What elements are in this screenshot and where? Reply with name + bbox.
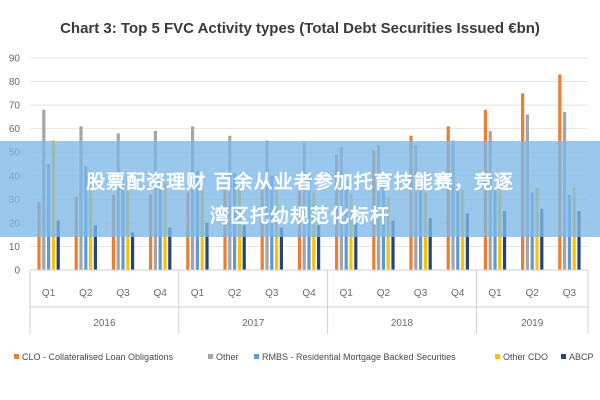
x-tick-label: Q3 — [414, 288, 428, 299]
bar — [205, 222, 209, 270]
bar — [242, 225, 246, 270]
bar — [540, 208, 544, 270]
overlay-line-1: 股票配资理财 百余从业者参加托育技能赛，竞逐 — [86, 171, 514, 193]
y-tick-label: 60 — [9, 124, 21, 135]
bar — [354, 222, 358, 270]
y-tick-label: 90 — [9, 54, 21, 65]
bar — [317, 225, 321, 270]
legend-swatch — [254, 354, 259, 359]
bar — [503, 211, 507, 270]
x-tick-label: Q3 — [265, 288, 279, 299]
legend-swatch — [208, 354, 213, 359]
bar — [391, 220, 395, 270]
legend: CLO - Collateralised Loan Obligations Oth… — [14, 352, 594, 362]
legend-swatch — [495, 354, 500, 359]
legend-label: Other — [216, 352, 239, 362]
bar — [56, 220, 60, 270]
x-tick-label: Q4 — [154, 288, 168, 299]
x-tick-label: Q2 — [526, 288, 540, 299]
year-label: 2018 — [391, 318, 414, 329]
legend-swatch — [14, 354, 19, 359]
bar — [428, 218, 432, 270]
y-tick-label: 70 — [9, 101, 21, 112]
x-tick-label: Q4 — [302, 288, 316, 299]
legend-label: ABCP — [569, 352, 594, 362]
bar — [168, 227, 172, 270]
bar — [577, 211, 581, 270]
legend-label: RMBS - Residential Mortgage Backed Secur… — [262, 352, 456, 362]
overlay-banner: 股票配资理财 百余从业者参加托育技能赛，竞逐 湾区托幼规范化标杆 — [0, 141, 600, 237]
x-tick-label: Q2 — [79, 288, 93, 299]
overlay-line-2: 湾区托幼规范化标杆 — [209, 205, 390, 227]
y-tick-label: 0 — [14, 266, 20, 277]
x-tick-label: Q1 — [488, 288, 502, 299]
bar — [465, 213, 469, 270]
x-tick-label: Q3 — [116, 288, 130, 299]
x-tick-label: Q2 — [228, 288, 242, 299]
year-label: 2017 — [242, 318, 265, 329]
x-tick-label: Q3 — [563, 288, 577, 299]
legend-swatch — [561, 354, 566, 359]
y-tick-label: 10 — [9, 242, 21, 253]
bar — [93, 225, 97, 270]
legend-label: Other CDO — [503, 352, 548, 362]
bar — [131, 232, 135, 270]
x-tick-label: Q1 — [340, 288, 354, 299]
x-axis: Q1 Q2 Q3 Q4 Q1 Q2 Q3 Q4 Q1 Q2 Q3 Q4 Q1 Q2 Q3 2016 2017 20… — [29, 269, 589, 334]
chart-title: Chart 3: Top 5 FVC Activity types (Total… — [60, 20, 540, 37]
x-tick-label: Q4 — [451, 288, 465, 299]
y-tick-label: 80 — [9, 77, 21, 88]
x-tick-label: Q1 — [42, 288, 56, 299]
legend-label: CLO - Collateralised Loan Obligations — [22, 352, 174, 362]
year-label: 2019 — [521, 318, 544, 329]
year-label: 2016 — [93, 318, 116, 329]
bar — [279, 227, 283, 270]
x-tick-label: Q2 — [377, 288, 391, 299]
x-tick-label: Q1 — [191, 288, 205, 299]
